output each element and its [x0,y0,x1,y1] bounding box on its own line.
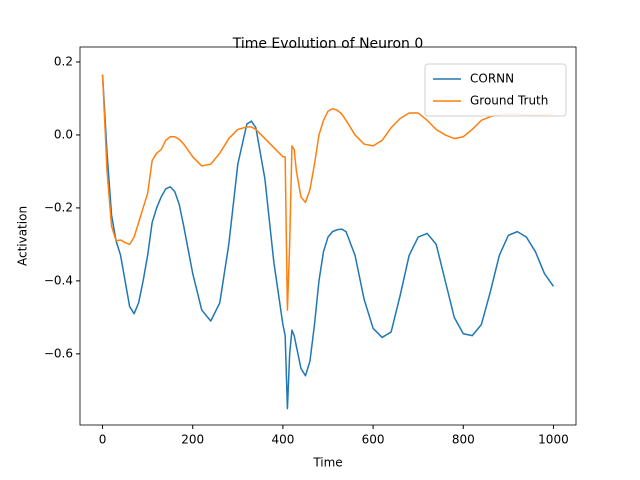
x-tick-label: 600 [362,433,385,447]
x-tick-label: 400 [271,433,294,447]
x-tick-label: 800 [452,433,475,447]
x-tick-label: 200 [181,433,204,447]
line [101,74,554,311]
x-axis-label: Time [312,456,342,470]
y-axis-label: Activation [16,206,30,266]
legend-box [424,63,567,117]
x-tick-label: 1000 [538,433,569,447]
y-tick-label: −0.6 [44,346,73,360]
x-tick-label: 0 [99,433,107,447]
axes-frame [79,46,577,426]
line [101,74,555,410]
y-tick-label: 0.0 [54,127,73,141]
legend-label: Ground Truth [470,94,548,108]
legend-label: CORNN [470,72,514,86]
chart-title: Time Evolution of Neuron 0 [232,36,424,52]
y-tick-label: −0.2 [44,200,73,214]
y-tick-label: −0.4 [44,273,73,287]
y-tick-label: 0.2 [54,54,73,68]
